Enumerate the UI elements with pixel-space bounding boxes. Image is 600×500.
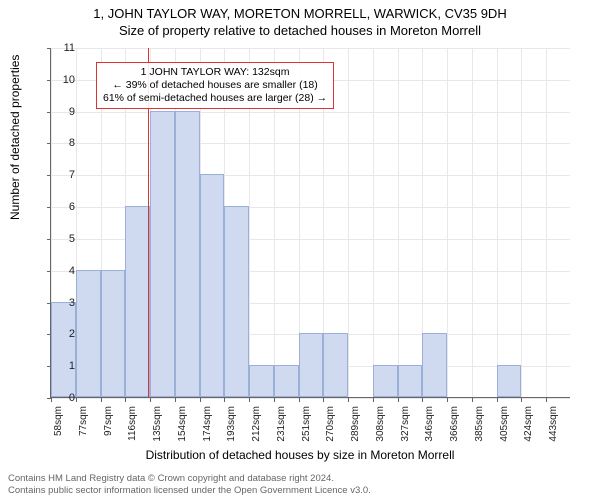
histogram-bar (76, 270, 101, 397)
xtick-mark (274, 398, 275, 402)
xtick-label: 346sqm (424, 406, 435, 442)
histogram-bar (224, 206, 249, 397)
histogram-bar (274, 365, 299, 397)
xtick-mark (348, 398, 349, 402)
histogram-bar (125, 206, 150, 397)
xtick-mark (200, 398, 201, 402)
histogram-bar (323, 333, 348, 397)
chart-title-address: 1, JOHN TAYLOR WAY, MORETON MORRELL, WAR… (0, 0, 600, 21)
xtick-label: 97sqm (103, 406, 114, 436)
gridline-h (51, 143, 570, 144)
xtick-label: 193sqm (226, 406, 237, 442)
xtick-label: 116sqm (127, 406, 138, 441)
xtick-mark (51, 398, 52, 402)
xtick-label: 405sqm (499, 406, 510, 442)
gridline-v (546, 48, 547, 397)
chart-title-subtitle: Size of property relative to detached ho… (0, 21, 600, 38)
annotation-line: 1 JOHN TAYLOR WAY: 132sqm (103, 66, 327, 79)
gridline-h (51, 398, 570, 399)
xtick-label: 443sqm (548, 406, 559, 442)
xtick-label: 58sqm (53, 406, 64, 436)
xtick-mark (125, 398, 126, 402)
ytick-label: 5 (69, 233, 75, 245)
footer-line2: Contains public sector information licen… (8, 485, 592, 496)
xtick-label: 154sqm (177, 406, 188, 442)
gridline-h (51, 175, 570, 176)
histogram-bar (299, 333, 324, 397)
gridline-v (497, 48, 498, 397)
xtick-mark (299, 398, 300, 402)
xtick-mark (521, 398, 522, 402)
annotation-line: ← 39% of detached houses are smaller (18… (103, 79, 327, 92)
gridline-v (521, 48, 522, 397)
ytick-label: 2 (69, 328, 75, 340)
ytick-label: 9 (69, 106, 75, 118)
ytick-label: 1 (69, 360, 75, 372)
histogram-bar (249, 365, 274, 397)
ytick-label: 8 (69, 137, 75, 149)
xtick-label: 327sqm (400, 406, 411, 442)
gridline-v (398, 48, 399, 397)
histogram-bar (51, 302, 76, 397)
ytick-label: 4 (69, 265, 75, 277)
histogram-bar (422, 333, 447, 397)
ytick-label: 6 (69, 201, 75, 213)
histogram-bar (175, 111, 200, 397)
xtick-label: 289sqm (350, 406, 361, 442)
footer-line1: Contains HM Land Registry data © Crown c… (8, 473, 592, 484)
xtick-mark (447, 398, 448, 402)
xtick-mark (398, 398, 399, 402)
xtick-mark (175, 398, 176, 402)
gridline-v (373, 48, 374, 397)
gridline-h (51, 112, 570, 113)
histogram-bar (101, 270, 126, 397)
histogram-bar (398, 365, 423, 397)
xtick-mark (323, 398, 324, 402)
histogram-bar (200, 174, 225, 397)
xtick-mark (249, 398, 250, 402)
attribution-footer: Contains HM Land Registry data © Crown c… (8, 473, 592, 496)
xtick-mark (472, 398, 473, 402)
gridline-h (51, 48, 570, 49)
property-annotation-box: 1 JOHN TAYLOR WAY: 132sqm← 39% of detach… (96, 62, 334, 109)
ytick-label: 3 (69, 297, 75, 309)
gridline-v (472, 48, 473, 397)
xtick-mark (150, 398, 151, 402)
xtick-label: 77sqm (78, 406, 89, 436)
xtick-label: 366sqm (449, 406, 460, 442)
ytick-label: 10 (63, 74, 75, 86)
ytick-label: 11 (64, 42, 75, 54)
histogram-bar (497, 365, 522, 397)
xtick-label: 251sqm (301, 406, 312, 442)
chart-plot-area: 1 JOHN TAYLOR WAY: 132sqm← 39% of detach… (50, 48, 570, 398)
xtick-label: 385sqm (474, 406, 485, 442)
xtick-mark (101, 398, 102, 402)
gridline-v (447, 48, 448, 397)
xtick-label: 174sqm (202, 406, 213, 442)
ytick-label: 0 (69, 392, 75, 404)
xtick-mark (546, 398, 547, 402)
xtick-label: 424sqm (523, 406, 534, 442)
xtick-label: 212sqm (251, 406, 262, 442)
histogram-bar (150, 111, 175, 397)
histogram-bar (373, 365, 398, 397)
xtick-mark (497, 398, 498, 402)
ytick-label: 7 (69, 169, 75, 181)
xtick-label: 308sqm (375, 406, 386, 442)
annotation-line: 61% of semi-detached houses are larger (… (103, 92, 327, 105)
xtick-label: 135sqm (152, 406, 163, 442)
x-axis-label: Distribution of detached houses by size … (0, 448, 600, 462)
xtick-mark (422, 398, 423, 402)
xtick-label: 270sqm (325, 406, 336, 442)
xtick-mark (373, 398, 374, 402)
xtick-mark (224, 398, 225, 402)
xtick-mark (76, 398, 77, 402)
xtick-label: 231sqm (276, 406, 287, 442)
gridline-v (348, 48, 349, 397)
y-axis-label: Number of detached properties (8, 55, 22, 220)
